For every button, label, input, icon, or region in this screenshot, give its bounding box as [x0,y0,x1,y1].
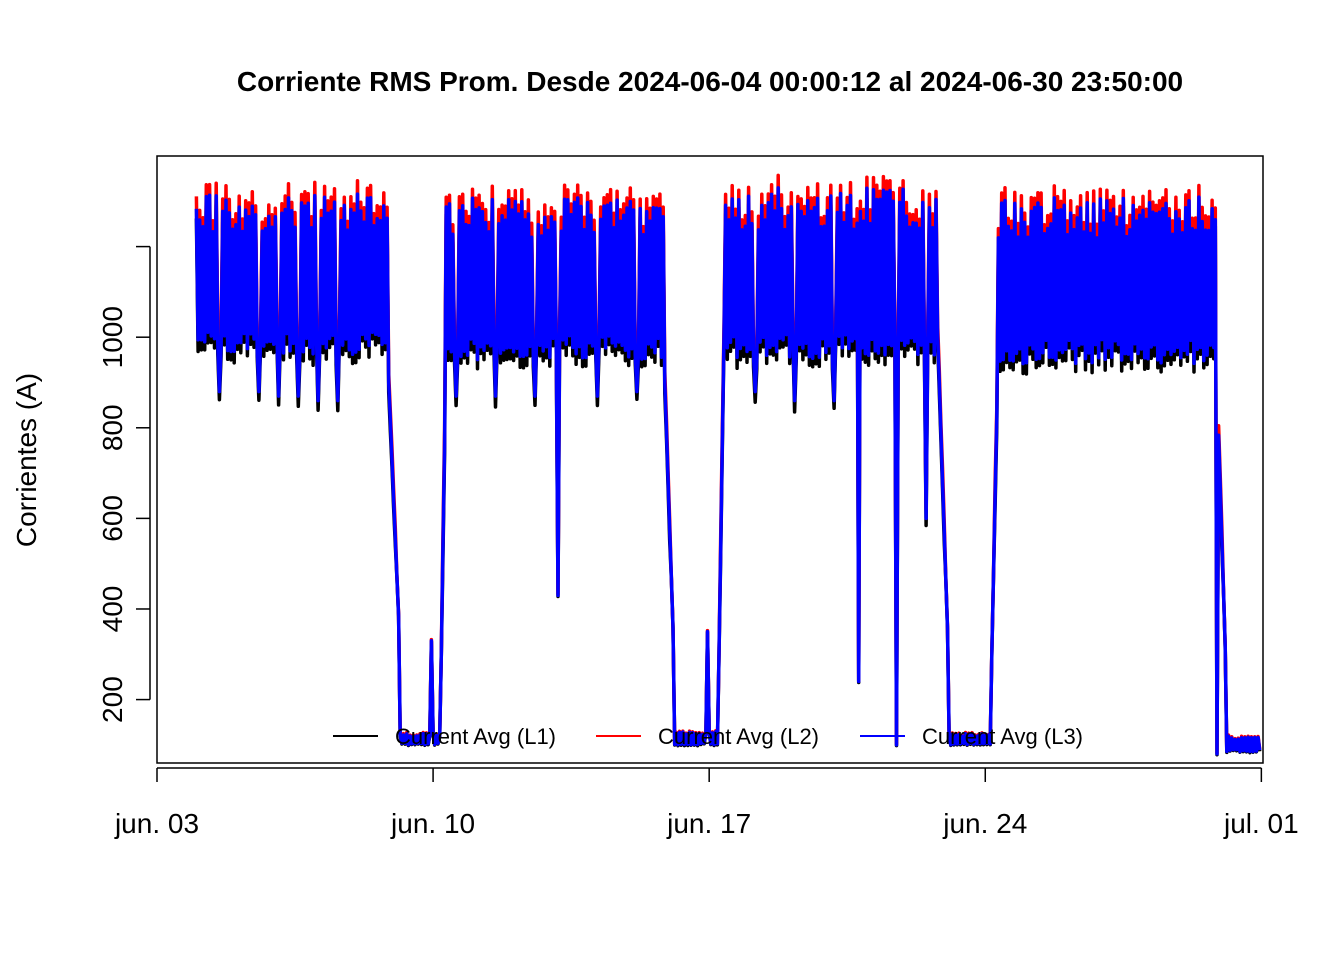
legend-entry: Current Avg (L3) [860,724,1083,749]
y-tick-label: 800 [97,404,128,451]
plot-frame [156,155,1264,764]
x-tick-label: jun. 10 [390,808,475,839]
y-tick-label: 200 [97,676,128,723]
y-axis-label: Corrientes (A) [11,373,42,547]
x-tick-label: jun. 24 [942,808,1027,839]
x-tick-label: jun. 03 [114,808,199,839]
y-tick-label: 400 [97,586,128,633]
legend-label: Current Avg (L3) [922,724,1083,749]
x-tick-label: jun. 17 [666,808,751,839]
legend: Current Avg (L1) Current Avg (L2) Current … [333,724,1083,749]
x-tick-label: jul. 01 [1223,808,1299,839]
series-line [194,186,1262,756]
y-tick-label: 600 [97,495,128,542]
chart-title: Corriente RMS Prom. Desde 2024-06-04 00:… [237,66,1183,97]
legend-entry: Current Avg (L1) [333,724,556,749]
legend-entry: Current Avg (L2) [596,724,819,749]
series-layer [194,173,1262,757]
y-axis: 1000 800 600 400 200 [97,245,151,723]
y-tick-label: 1000 [97,306,128,368]
legend-label: Current Avg (L1) [395,724,556,749]
legend-label: Current Avg (L2) [658,724,819,749]
x-axis: jun. 03 jun. 10 jun. 17 jun. 24 jul. 01 [114,767,1299,839]
